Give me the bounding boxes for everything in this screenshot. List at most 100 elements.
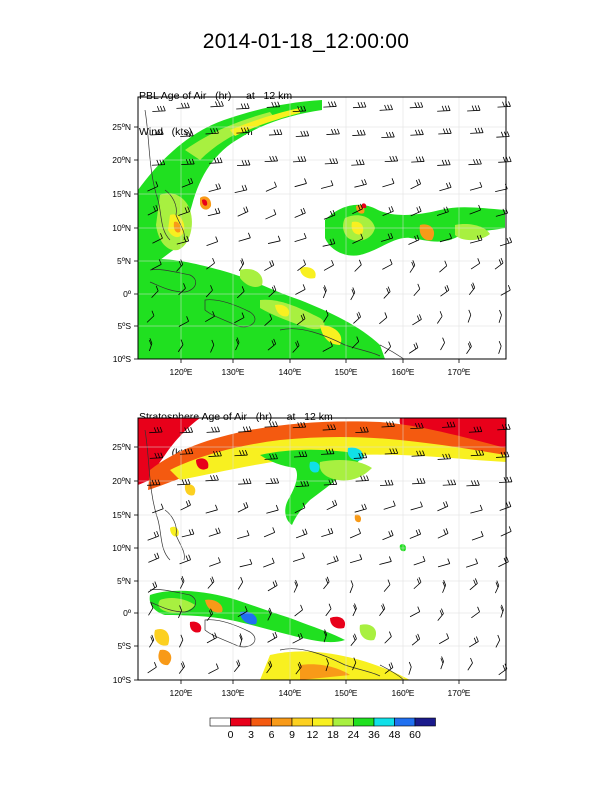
wind-barb-flag	[241, 286, 245, 292]
wind-barb-flag	[213, 157, 217, 164]
wind-barb-shaft	[495, 188, 508, 193]
wind-barb-flag	[178, 260, 182, 267]
wind-barb-flag	[360, 102, 364, 108]
wind-barb-flag	[212, 257, 215, 264]
wind-barb-flag	[391, 206, 394, 212]
wind-barb-flag	[245, 502, 249, 508]
wind-barb-flag	[269, 261, 273, 267]
wind-barb-flag	[240, 259, 244, 266]
wind-barb-shaft	[384, 667, 394, 674]
wind-barb-flag	[412, 260, 416, 266]
wind-barb-shaft	[410, 134, 424, 136]
wind-barb-shaft	[411, 161, 425, 163]
wind-barb-flag	[421, 156, 425, 162]
wind-barb-shaft	[263, 532, 275, 538]
wind-barb-flag	[387, 579, 391, 585]
wind-barb-flag	[179, 605, 182, 611]
wind-barb-shaft	[178, 288, 186, 296]
wind-barb-shaft	[326, 133, 340, 135]
wind-barb-shaft	[469, 641, 479, 648]
wind-barb-flag	[154, 553, 157, 560]
wind-barb-shaft	[205, 289, 213, 298]
wind-barb-flag	[300, 156, 304, 162]
wind-barb-flag	[215, 528, 219, 534]
wind-barb-flag	[327, 424, 331, 430]
wind-barb-flag	[154, 129, 158, 135]
bottom-map-frame	[137, 417, 507, 681]
wind-barb-flag	[358, 259, 362, 265]
wind-barb-flag	[301, 451, 305, 457]
wind-barb-shaft	[355, 480, 369, 482]
wind-barb-flag	[303, 232, 307, 239]
wind-barb-flag	[275, 504, 279, 511]
wind-barb-flag	[334, 128, 337, 135]
wind-barb-shaft	[293, 584, 298, 593]
wind-barb-shaft	[439, 238, 452, 243]
wind-barb-flag	[335, 555, 339, 561]
wind-barb-flag	[507, 424, 511, 430]
wind-barb-flag	[302, 284, 306, 290]
wind-barb-flag	[150, 602, 154, 609]
wind-barb-shaft	[381, 425, 395, 428]
lat-label: 25ºN	[112, 442, 131, 452]
wind-barb-flag	[303, 130, 307, 137]
wind-barb-flag	[217, 557, 221, 563]
wind-barb-shaft	[379, 561, 392, 565]
wind-barb-shaft	[152, 237, 163, 244]
wind-barb-flag	[509, 237, 513, 243]
wind-barb-shaft	[206, 431, 220, 433]
wind-barb-shaft	[323, 483, 337, 486]
wind-barb-flag	[327, 101, 331, 107]
wind-barb-flag	[156, 427, 160, 433]
wind-barb-shaft	[383, 291, 391, 299]
lat-label: 20ºN	[112, 155, 131, 165]
wind-barb-flag	[422, 477, 426, 484]
lon-label: 150ºE	[335, 367, 358, 377]
wind-barb-shaft	[151, 164, 165, 166]
wind-barb-flag	[505, 502, 509, 508]
wind-barb-flag	[417, 422, 421, 429]
wind-barb-flag	[384, 312, 388, 318]
wind-barb-shaft	[147, 209, 159, 216]
wind-barb-flag	[358, 159, 362, 165]
wind-barb-shaft	[437, 613, 444, 621]
wind-barb-flag	[180, 339, 184, 345]
wind-barb-flag	[477, 258, 481, 264]
wind-barb-flag	[381, 605, 384, 611]
colorbar-label: 60	[409, 729, 421, 741]
wind-barb-shaft	[466, 484, 480, 487]
wind-barb-flag	[180, 577, 184, 584]
wind-barb-flag	[388, 531, 392, 537]
wind-barb-flag	[506, 451, 510, 457]
wind-barb-shaft	[413, 560, 426, 566]
wind-barb-shaft	[354, 508, 367, 513]
wind-barb-flag	[241, 312, 245, 318]
wind-barb-flag	[330, 424, 334, 430]
wind-barb-flag	[359, 129, 363, 136]
wind-barb-shaft	[325, 663, 329, 672]
wind-barb-flag	[388, 341, 392, 347]
wind-barb-flag	[414, 235, 417, 242]
wind-barb-shaft	[205, 479, 219, 482]
wind-barb-flag	[395, 448, 399, 454]
wind-barb-flag	[387, 104, 390, 110]
wind-barb-shaft	[354, 264, 362, 272]
wind-barb-shaft	[267, 240, 281, 244]
wind-barb-shaft	[292, 160, 306, 163]
colorbar-label: 0	[228, 729, 234, 741]
lon-label: 130ºE	[222, 367, 245, 377]
wind-barb-shaft	[181, 533, 194, 538]
wind-barb-flag	[155, 181, 159, 187]
wind-barb-flag	[470, 480, 474, 486]
wind-barb-flag	[356, 130, 360, 136]
wind-barb-flag	[300, 208, 304, 215]
wind-barb-flag	[187, 206, 190, 212]
wind-barb-flag	[328, 479, 332, 485]
wind-barb-shaft	[293, 455, 307, 458]
wind-barb-shaft	[440, 289, 450, 297]
lat-label: 10ºS	[113, 675, 132, 685]
colorbar-swatch	[373, 717, 395, 727]
wind-barb-flag	[190, 427, 194, 433]
wind-barb-flag	[361, 159, 365, 165]
colorbar-swatch	[414, 717, 436, 727]
